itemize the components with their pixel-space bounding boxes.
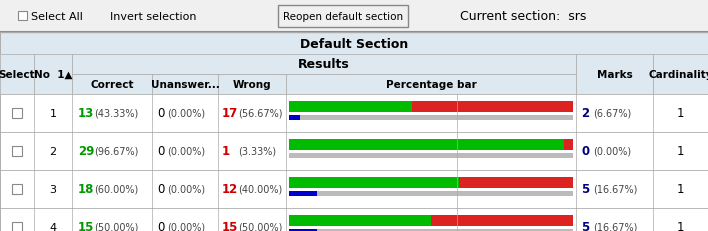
Text: 0: 0 <box>157 107 164 120</box>
Bar <box>0 33 708 55</box>
Bar <box>289 102 573 112</box>
Text: (3.33%): (3.33%) <box>238 146 276 156</box>
Text: Default Section: Default Section <box>300 37 408 50</box>
Bar <box>18 12 27 21</box>
Bar <box>152 75 218 94</box>
Text: Cardinality: Cardinality <box>649 70 708 80</box>
Text: 13: 13 <box>78 107 94 120</box>
Text: (0.00%): (0.00%) <box>167 146 205 156</box>
Text: Results: Results <box>298 58 350 71</box>
Bar <box>12 222 22 231</box>
Text: (16.67%): (16.67%) <box>593 184 637 194</box>
Text: Wrong: Wrong <box>233 80 271 90</box>
Bar <box>278 6 408 27</box>
Text: 2: 2 <box>50 146 57 156</box>
Text: (6.67%): (6.67%) <box>593 109 632 119</box>
Text: 2: 2 <box>581 107 589 120</box>
Text: (0.00%): (0.00%) <box>167 222 205 231</box>
Bar <box>431 215 573 226</box>
Bar <box>289 229 317 231</box>
Text: 0: 0 <box>157 183 164 196</box>
Text: 3: 3 <box>50 184 57 194</box>
Bar <box>72 75 152 94</box>
Bar <box>0 132 708 170</box>
Bar <box>289 177 459 188</box>
Text: Select All: Select All <box>31 12 83 21</box>
Text: 4: 4 <box>50 222 57 231</box>
Text: 1: 1 <box>222 145 230 158</box>
Text: No  1▲: No 1▲ <box>34 70 72 80</box>
Text: Marks: Marks <box>597 70 632 80</box>
Text: (56.67%): (56.67%) <box>238 109 282 119</box>
Bar <box>286 75 576 94</box>
Bar <box>412 102 573 112</box>
Text: 0: 0 <box>581 145 589 158</box>
Text: 1: 1 <box>677 145 684 158</box>
Text: Reopen default section: Reopen default section <box>283 12 403 21</box>
Bar <box>0 55 34 94</box>
Bar <box>289 191 573 196</box>
Text: (16.67%): (16.67%) <box>593 222 637 231</box>
Text: 5: 5 <box>581 221 589 231</box>
Bar <box>12 146 22 156</box>
Text: 1: 1 <box>50 109 57 119</box>
Bar <box>289 229 573 231</box>
Bar <box>0 170 708 208</box>
Bar <box>0 208 708 231</box>
Text: 0: 0 <box>157 145 164 158</box>
Text: 29: 29 <box>78 145 94 158</box>
Bar <box>289 153 573 158</box>
Bar <box>0 55 708 94</box>
Text: (40.00%): (40.00%) <box>238 184 282 194</box>
Bar <box>289 191 317 196</box>
Text: Percentage bar: Percentage bar <box>386 80 476 90</box>
Bar <box>289 102 412 112</box>
Text: 1: 1 <box>677 107 684 120</box>
Text: Unanswer...: Unanswer... <box>151 80 219 90</box>
Text: 12: 12 <box>222 183 239 196</box>
Text: (0.00%): (0.00%) <box>593 146 631 156</box>
Bar <box>653 55 708 94</box>
Text: (96.67%): (96.67%) <box>94 146 138 156</box>
Text: 17: 17 <box>222 107 239 120</box>
Bar <box>289 116 573 121</box>
Bar <box>459 177 573 188</box>
Bar <box>289 139 564 150</box>
Text: (60.00%): (60.00%) <box>94 184 138 194</box>
Text: Invert selection: Invert selection <box>110 12 197 21</box>
Bar <box>12 184 22 194</box>
Bar <box>34 55 72 94</box>
Bar <box>289 116 300 121</box>
Bar <box>218 75 286 94</box>
Text: Select: Select <box>0 70 35 80</box>
Bar <box>576 55 653 94</box>
Text: Current section:  srs: Current section: srs <box>460 10 586 23</box>
Bar <box>289 215 573 226</box>
Text: 0: 0 <box>157 221 164 231</box>
Text: 1: 1 <box>677 221 684 231</box>
Bar <box>0 0 708 33</box>
Text: 5: 5 <box>581 183 589 196</box>
Bar <box>12 109 22 119</box>
Text: (50.00%): (50.00%) <box>94 222 138 231</box>
Text: (0.00%): (0.00%) <box>167 109 205 119</box>
Bar <box>289 177 573 188</box>
Bar <box>564 139 573 150</box>
Bar <box>289 139 573 150</box>
Text: 1: 1 <box>677 183 684 196</box>
Bar <box>0 94 708 132</box>
Text: 18: 18 <box>78 183 94 196</box>
Text: 15: 15 <box>78 221 94 231</box>
Text: (50.00%): (50.00%) <box>238 222 282 231</box>
Text: 15: 15 <box>222 221 239 231</box>
Bar <box>289 215 431 226</box>
Text: (43.33%): (43.33%) <box>94 109 138 119</box>
Text: Correct: Correct <box>90 80 134 90</box>
Text: (0.00%): (0.00%) <box>167 184 205 194</box>
Bar <box>72 55 576 75</box>
